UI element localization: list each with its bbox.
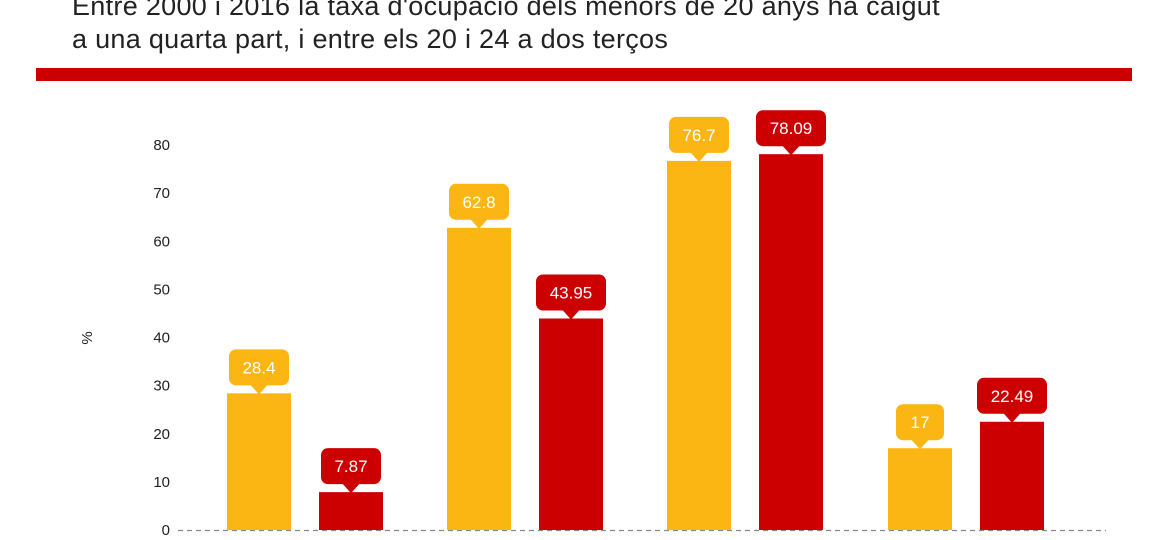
y-tick-label: 70	[153, 185, 170, 202]
title-divider-rule	[36, 68, 1132, 81]
data-label-pointer	[911, 439, 929, 450]
y-tick-label: 50	[153, 281, 170, 298]
data-label-bubble	[321, 448, 381, 485]
chart-title: Entre 2000 i 2016 la taxa d'ocupació del…	[72, 0, 1162, 56]
data-label-pointer	[342, 483, 360, 494]
data-label-pointer	[250, 384, 268, 395]
data-label: 28.4	[242, 358, 275, 377]
data-label-bubble	[229, 349, 289, 386]
y-tick-label: 30	[153, 378, 170, 395]
chart-title-line-2: a una quarta part, i entre els 20 i 24 a…	[72, 24, 669, 54]
data-label: 78.09	[770, 119, 813, 138]
data-label-bubble	[669, 116, 729, 153]
y-tick-label: 10	[153, 474, 170, 491]
y-tick-label: 40	[153, 330, 170, 347]
data-label-bubble	[896, 404, 944, 441]
data-label: 76.7	[682, 126, 715, 145]
y-tick-label: 20	[153, 426, 170, 443]
bar	[759, 154, 823, 530]
bar	[539, 318, 603, 530]
bar	[227, 393, 291, 530]
data-label-pointer	[470, 218, 488, 229]
bar	[980, 421, 1044, 530]
data-label-pointer	[1003, 412, 1021, 423]
data-label: 7.87	[334, 457, 367, 476]
data-label: 17	[911, 413, 930, 432]
y-tick-label: 0	[162, 522, 170, 539]
data-label-bubble	[536, 274, 606, 311]
data-label-bubble	[449, 183, 509, 220]
bar	[447, 227, 511, 530]
bar	[319, 492, 383, 530]
data-label-pointer	[562, 309, 580, 320]
bar	[888, 448, 952, 530]
bar	[667, 160, 731, 530]
data-label: 62.8	[462, 193, 495, 212]
y-tick-label: 60	[153, 233, 170, 250]
data-label-bubble	[756, 110, 826, 147]
chart-title-line-1: Entre 2000 i 2016 la taxa d'ocupació del…	[72, 0, 940, 21]
data-label-pointer	[690, 151, 708, 162]
data-label: 43.95	[550, 283, 593, 302]
data-label-bubble	[977, 377, 1047, 414]
data-label-pointer	[782, 145, 800, 156]
data-label: 22.49	[991, 387, 1034, 406]
y-tick-label: 80	[153, 137, 170, 154]
y-axis-title: %	[79, 331, 96, 344]
